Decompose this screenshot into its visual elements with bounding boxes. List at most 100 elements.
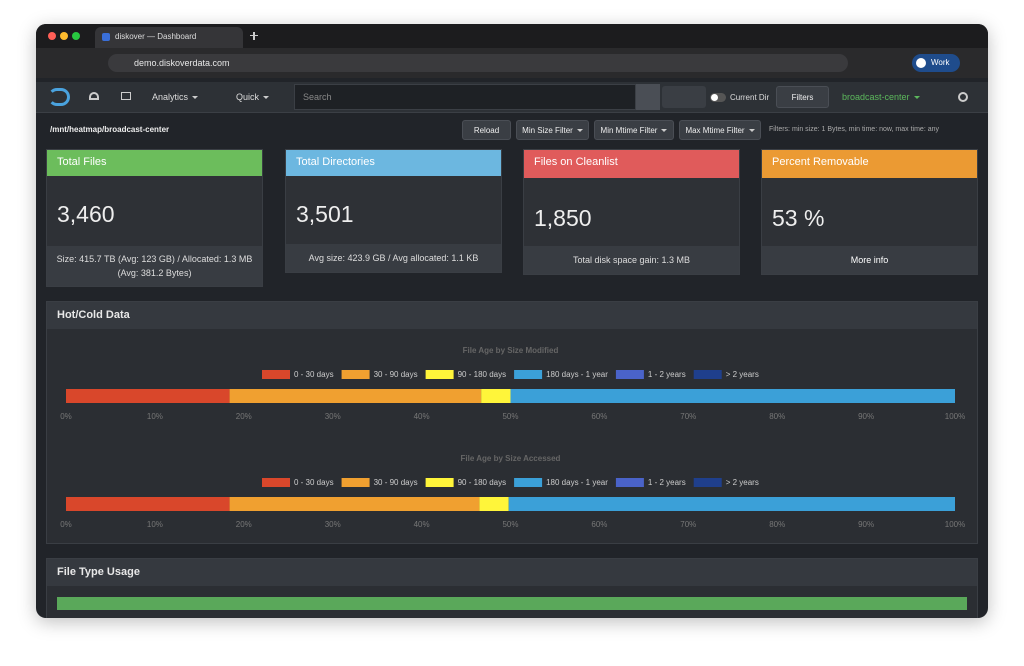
caret (913, 96, 920, 100)
bar-segment (66, 389, 230, 403)
card: Total Files 3,460 Size: 415.7 TB (Avg: 1… (46, 149, 263, 287)
legend-label: 180 days - 1 year (546, 370, 608, 379)
card: Percent Removable 53 % More info (761, 149, 978, 275)
legend-label: 1 - 2 years (648, 370, 686, 379)
legend-swatch (693, 370, 722, 379)
toggle-knob (711, 94, 718, 101)
legend-swatch (615, 370, 644, 379)
x-tick-label: 0% (60, 520, 72, 529)
nav-label: Quick (236, 92, 260, 102)
legend-swatch (693, 478, 722, 487)
nav-analytics[interactable]: Analytics (152, 92, 199, 102)
reload-button[interactable]: Reload (462, 120, 511, 140)
address-bar[interactable]: demo.diskoverdata.com (108, 54, 848, 72)
new-tab[interactable] (253, 32, 255, 40)
panel-title: File Type Usage (47, 559, 977, 586)
legend-label: 1 - 2 years (648, 478, 686, 487)
search-input[interactable]: Search (294, 84, 636, 110)
panel: Hot/Cold Data File Age by Size Modified 0… (46, 301, 978, 544)
x-tick-label: 20% (236, 412, 252, 421)
legend-swatch (262, 370, 290, 379)
x-tick-label: 100% (945, 412, 965, 421)
caret (192, 96, 199, 100)
app-navbar: Analytics Quick Search Current Dir Filte… (36, 82, 988, 113)
x-tick-label: 80% (769, 520, 785, 529)
caret (661, 128, 668, 132)
legend-label: 180 days - 1 year (546, 478, 608, 487)
legend-label: 30 - 90 days (374, 478, 418, 487)
x-tick-label: 10% (147, 520, 163, 529)
panel-title: Hot/Cold Data (47, 302, 977, 329)
bar-segment (508, 497, 955, 511)
x-tick-label: 90% (858, 520, 874, 529)
filters-button[interactable]: Filters (776, 86, 829, 108)
filters-summary: Filters: min size: 1 Bytes, min time: no… (769, 126, 939, 133)
current-dir: Current Dir (730, 93, 770, 102)
caret (263, 96, 270, 100)
bar-segment (481, 389, 511, 403)
card-footer: Size: 415.7 TB (Avg: 123 GB) / Allocated… (47, 246, 262, 286)
card-footer[interactable]: More info (762, 246, 977, 274)
close-dot[interactable] (48, 32, 56, 40)
logo[interactable] (48, 88, 70, 106)
current-path: /mnt/heatmap/broadcast-center (50, 125, 170, 134)
legend-swatch (341, 478, 370, 487)
max-mtime-button[interactable]: Max Mtime Filter (679, 120, 761, 140)
card-footer: Avg size: 423.9 GB / Avg allocated: 1.1 … (286, 244, 501, 272)
x-tick-label: 70% (680, 520, 696, 529)
toolbar-browser: demo.diskoverdata.com Work (36, 48, 988, 78)
min-mtime-button[interactable]: Min Mtime Filter (594, 120, 674, 140)
card-title: Percent Removable (762, 150, 977, 178)
legend-swatch (262, 478, 290, 487)
legend-swatch (615, 478, 644, 487)
clear-button[interactable] (636, 84, 660, 110)
bar-segment (229, 389, 482, 403)
bar-segment (229, 497, 480, 511)
dashboard-icon[interactable] (89, 92, 99, 100)
toggle[interactable] (710, 93, 726, 102)
x-tick-label: 70% (680, 412, 696, 421)
tab[interactable]: diskover — Dashboard (95, 27, 243, 48)
legend-label: 0 - 30 days (294, 370, 334, 379)
x-tick-label: 100% (945, 520, 965, 529)
tab-title: diskover — Dashboard (115, 32, 197, 41)
nav-quick[interactable]: Quick (236, 92, 270, 102)
legend-swatch (341, 370, 370, 379)
x-tick-label: 50% (502, 520, 518, 529)
url: demo.diskoverdata.com (134, 58, 230, 68)
card-value: 1,850 (534, 205, 592, 231)
x-tick-label: 60% (591, 520, 607, 529)
index-select[interactable]: broadcast-center (842, 92, 920, 102)
legend-swatch (514, 478, 543, 487)
bar-segment (479, 497, 509, 511)
min-size-button[interactable]: Min Size Filter (516, 120, 589, 140)
legend-label: 30 - 90 days (374, 370, 418, 379)
x-tick-label: 0% (60, 412, 72, 421)
chart-title: File Age by Size Modified (463, 346, 559, 355)
button-label: Filters (791, 92, 814, 102)
button-label: Max Mtime Filter (685, 125, 745, 135)
profile-pill[interactable]: Work (912, 54, 960, 72)
legend-label: 0 - 30 days (294, 478, 334, 487)
settings-icon[interactable] (958, 92, 968, 102)
x-tick-label: 30% (325, 412, 341, 421)
legend-label: > 2 years (726, 370, 759, 379)
zoom-dot[interactable] (72, 32, 80, 40)
legend-label: 90 - 180 days (458, 370, 506, 379)
card-title: Total Files (47, 150, 262, 176)
search-button[interactable] (662, 86, 706, 108)
card: Files on Cleanlist 1,850 Total disk spac… (523, 149, 740, 275)
caret (576, 128, 583, 132)
browser-window: diskover — Dashboard demo.diskoverdata.c… (36, 24, 988, 618)
legend-swatch (425, 370, 454, 379)
caret (748, 128, 755, 132)
legend-swatch (514, 370, 543, 379)
x-tick-label: 20% (236, 520, 252, 529)
folder-icon[interactable] (121, 92, 131, 100)
favicon (102, 33, 110, 41)
minimize-dot[interactable] (60, 32, 68, 40)
legend-label: > 2 years (726, 478, 759, 487)
charts: File Age by Size Modified 0 - 30 days 30 -… (60, 346, 965, 529)
bar-segment (510, 389, 955, 403)
